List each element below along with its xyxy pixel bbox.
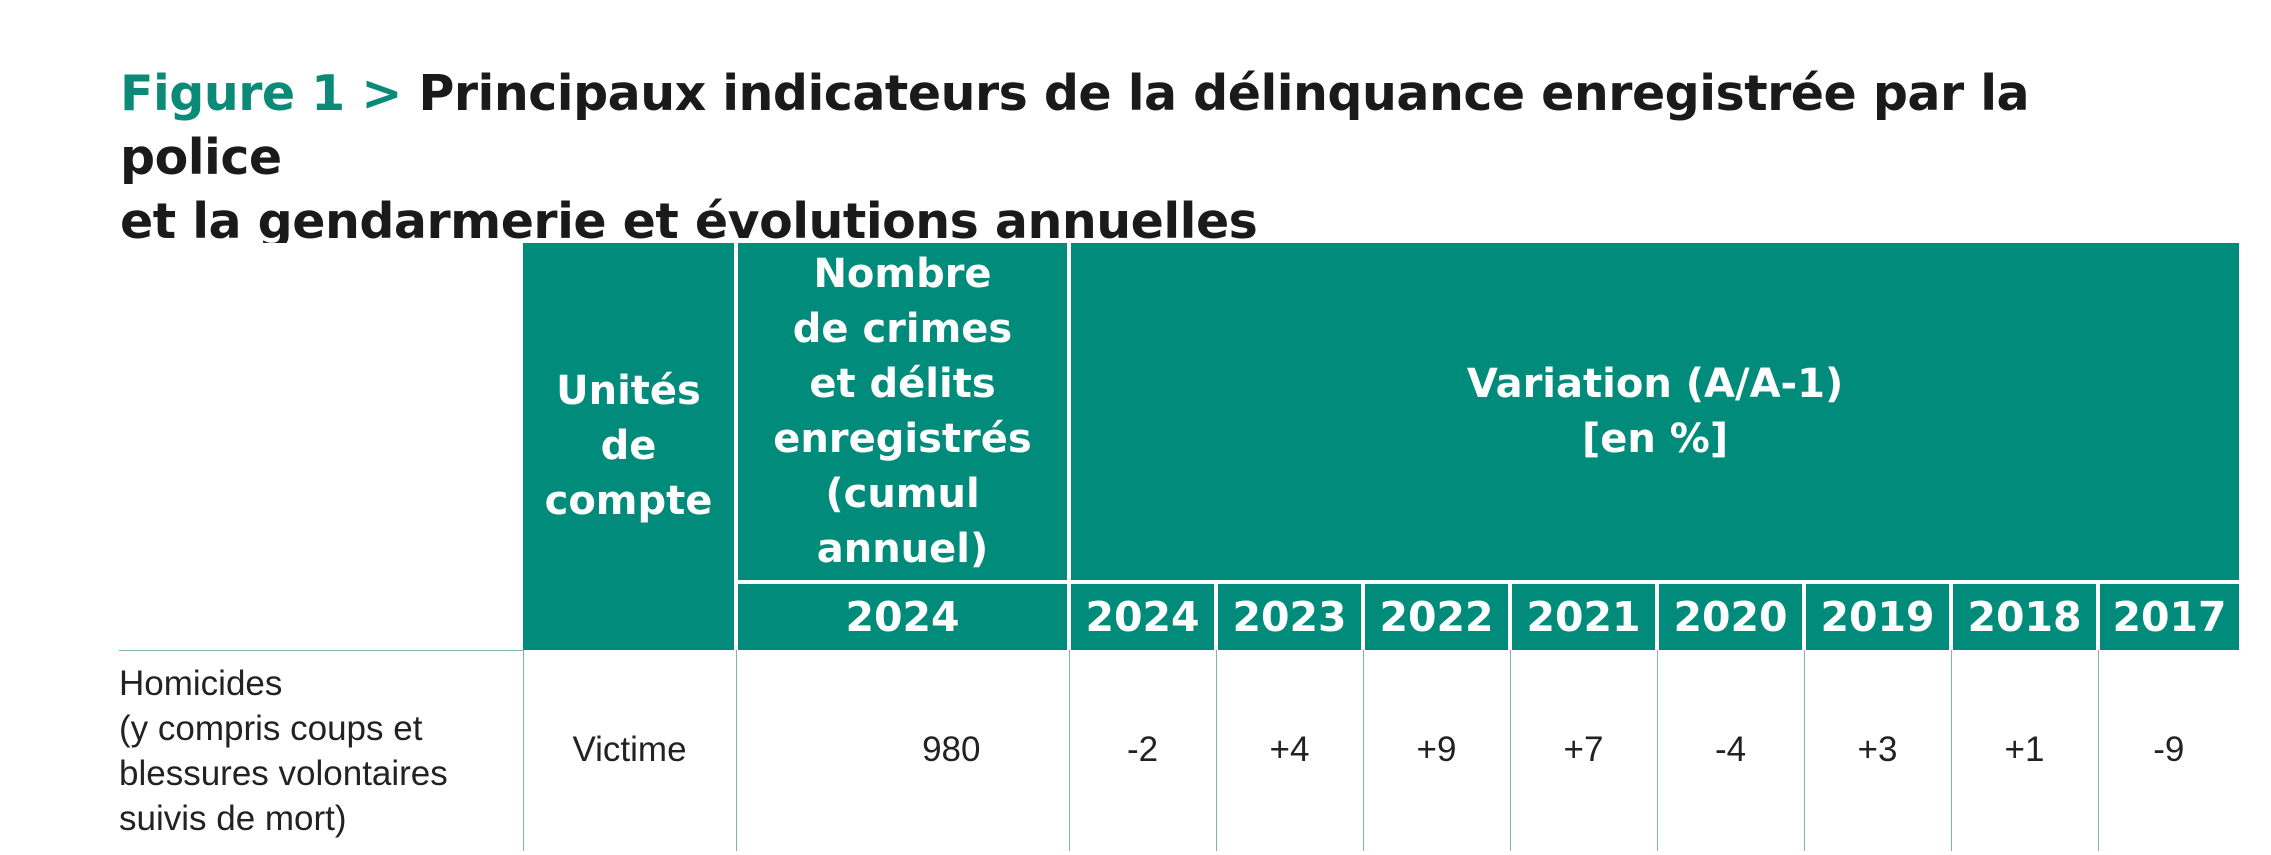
header-variation-year: 2017 xyxy=(2098,580,2240,650)
header-units: Unités de compte xyxy=(523,243,738,650)
figure-prefix: Figure 1 > xyxy=(120,65,402,122)
header-variation-year: 2024 xyxy=(1069,580,1218,650)
figure-title-line1: Principaux indicateurs de la délinquance… xyxy=(120,65,2030,186)
table-row: Homicides (y compris coups et blessures … xyxy=(119,649,2240,851)
count-cell: 980 xyxy=(735,650,1069,851)
figure-title: Figure 1 > Principaux indicateurs de la … xyxy=(120,62,2170,254)
variation-cell: +4 xyxy=(1215,650,1363,851)
variation-cell: +7 xyxy=(1509,650,1657,851)
indicators-table: Unités de compte Nombre de crimes et dél… xyxy=(119,243,2240,851)
variation-cell: -4 xyxy=(1656,650,1804,851)
header-blank-cell xyxy=(119,243,523,582)
unit-cell: Victime xyxy=(522,650,736,851)
row-label: Homicides (y compris coups et blessures … xyxy=(119,649,523,851)
variation-cell: -2 xyxy=(1068,650,1216,851)
header-count-year: 2024 xyxy=(736,580,1071,650)
header-variation: Variation (A/A-1) [en %] xyxy=(1069,243,2240,582)
header-variation-year: 2021 xyxy=(1510,580,1659,650)
header-variation-year: 2019 xyxy=(1804,580,1953,650)
variation-cell: +9 xyxy=(1362,650,1510,851)
header-count: Nombre de crimes et délits enregistrés (… xyxy=(736,243,1071,582)
figure-title-line2: et la gendarmerie et évolutions annuelle… xyxy=(120,193,1258,250)
variation-cell: -9 xyxy=(2097,650,2240,851)
header-variation-year: 2018 xyxy=(1951,580,2100,650)
header-variation-year: 2020 xyxy=(1657,580,1806,650)
header-variation-year: 2023 xyxy=(1216,580,1365,650)
variation-cell: +3 xyxy=(1803,650,1951,851)
variation-cell: +1 xyxy=(1950,650,2098,851)
header-blank-cell xyxy=(119,582,523,650)
header-variation-year: 2022 xyxy=(1363,580,1512,650)
